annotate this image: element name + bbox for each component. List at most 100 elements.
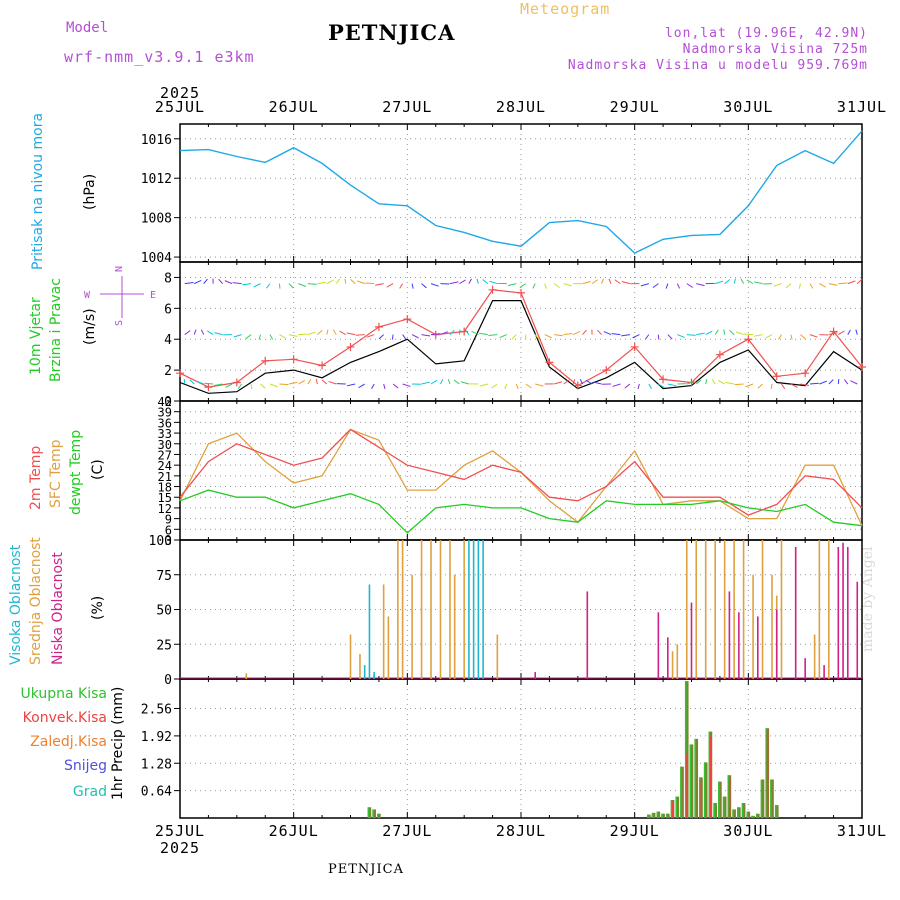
wind-barb — [350, 278, 356, 284]
sfc-ylabel: SFC Temp — [48, 439, 64, 508]
ytick-label: 100 — [149, 534, 172, 549]
gust-marker — [744, 335, 753, 344]
wind-barb — [532, 283, 536, 289]
wind-barb — [307, 379, 312, 385]
wind-barb — [597, 329, 602, 335]
wind-barb — [582, 329, 587, 335]
ytick-label: 1016 — [141, 133, 172, 148]
wind-barb — [644, 334, 650, 340]
wind-barb — [358, 383, 365, 389]
precip-bar-total — [680, 766, 684, 818]
wind-barb — [686, 283, 693, 288]
wind-barb — [847, 280, 856, 285]
precip-bar-total-edge — [694, 738, 697, 818]
precip-bar-total-edge — [680, 766, 682, 818]
gust-marker — [232, 378, 241, 387]
precip-ylabel: 1hr Precip (mm) — [110, 686, 126, 800]
wind-barb — [714, 329, 719, 335]
precip-bar-total — [661, 813, 665, 818]
wind-barb — [206, 330, 214, 336]
dewpt-ylabel: dewpt Temp — [68, 429, 84, 515]
gust-marker — [858, 363, 866, 372]
wind-barb — [298, 283, 306, 287]
wind-barb — [224, 280, 233, 285]
wind-barb — [800, 383, 810, 386]
precip-bar-total — [718, 781, 722, 818]
wind-barb — [203, 278, 208, 284]
precip-bar-total — [675, 796, 680, 818]
wind-barb — [449, 329, 455, 335]
wind-barb — [317, 281, 327, 285]
bottom-date-label: 25JUL — [155, 822, 205, 840]
gust-marker — [517, 288, 525, 297]
wind-barb — [288, 381, 298, 385]
wind-barb — [819, 380, 827, 385]
wind-barb — [667, 383, 677, 387]
wind-barb — [355, 334, 365, 336]
precip-bar-conv — [671, 800, 674, 818]
compass-e-label: E — [150, 290, 156, 301]
ytick-label: 3 — [165, 534, 172, 548]
wind-barb — [563, 332, 573, 336]
precip-bar-total-edge — [367, 807, 370, 818]
precip-bar-total — [367, 807, 372, 818]
precip-bar-total — [774, 805, 779, 818]
gust-marker — [403, 315, 412, 324]
wind-barb — [579, 378, 584, 385]
wind-barb — [637, 383, 640, 390]
wind-barb — [399, 283, 404, 289]
pressure-unit: (hPa) — [82, 173, 98, 210]
wind-barb — [421, 334, 431, 337]
ytick-label: 21 — [158, 470, 172, 484]
wind-barb — [459, 279, 466, 285]
gust-marker — [772, 372, 781, 381]
wind-barb — [611, 333, 621, 336]
wind-barb — [279, 383, 289, 386]
gust-marker — [488, 285, 497, 294]
t2m-ylabel: 2m Temp — [28, 445, 44, 510]
wind-barb — [488, 334, 498, 337]
wind-barb — [269, 334, 274, 340]
wind-barb — [421, 283, 427, 289]
wind-barb — [184, 330, 191, 335]
top-date-label: 27JUL — [382, 98, 432, 116]
gust-marker — [715, 350, 724, 359]
gust-marker — [318, 361, 327, 370]
wind-barb — [307, 283, 317, 285]
wind-barb — [696, 283, 705, 287]
precip-bar-total-edge — [684, 681, 687, 818]
wind-barb — [658, 383, 665, 389]
wind-barb — [453, 379, 460, 385]
t2m-line — [179, 428, 863, 516]
precip-bar-total-edge — [651, 812, 654, 818]
wind-barb — [328, 380, 337, 385]
precip-bar-conv — [700, 779, 702, 818]
precip-bar-conv — [728, 779, 731, 818]
wind-barb — [572, 378, 576, 385]
wind-barb — [332, 329, 337, 335]
cloud-low-ylabel: Niska Oblacnost — [50, 552, 66, 665]
wind-barb — [785, 283, 792, 289]
bottom-year-label: 2025 — [160, 839, 200, 857]
wind-barb — [392, 383, 399, 389]
ytick-label: 75 — [156, 569, 172, 584]
ytick-label: 30 — [158, 438, 172, 452]
wind-barb — [735, 331, 744, 336]
compass-cross — [100, 276, 144, 318]
wind-barb — [696, 332, 705, 336]
ytick-label: 25 — [156, 638, 172, 653]
precip-bar-total-edge — [647, 814, 649, 818]
ytick-label: 1012 — [141, 172, 172, 187]
wind-barb — [593, 381, 602, 385]
wind-barb — [511, 334, 517, 340]
wind-barb — [621, 334, 631, 337]
wind-barb — [449, 281, 459, 285]
gust-marker — [630, 342, 639, 351]
station-altitude: Nadmorska Visina 725m — [682, 42, 868, 57]
precip-bar-total — [751, 815, 755, 818]
ytick-label: 36 — [158, 416, 172, 430]
ytick-label: 42 — [158, 395, 172, 409]
wind-barb — [591, 279, 598, 285]
wind-barb — [754, 281, 763, 285]
legend-snow: Snijeg — [63, 758, 107, 774]
